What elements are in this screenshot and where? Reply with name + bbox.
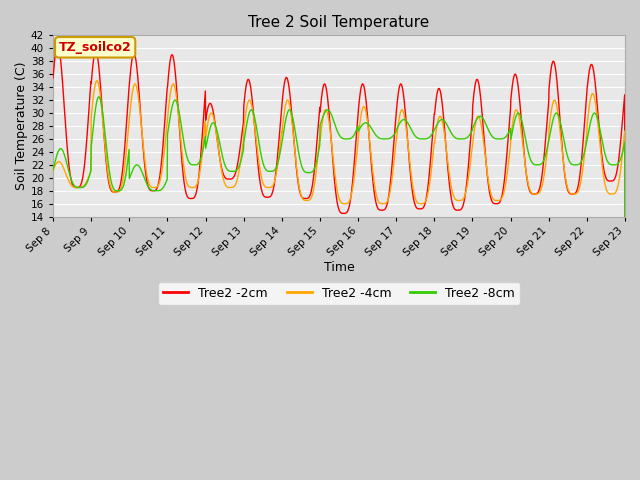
Tree2 -4cm	[264, 185, 271, 191]
Tree2 -4cm	[621, 304, 629, 310]
Tree2 -2cm	[172, 72, 179, 77]
Tree2 -2cm	[621, 304, 629, 310]
Tree2 -8cm	[49, 167, 57, 172]
Tree2 -8cm	[283, 112, 291, 118]
Tree2 -4cm	[283, 98, 291, 104]
Tree2 -2cm	[54, 42, 61, 48]
Tree2 -8cm	[82, 182, 90, 188]
Tree2 -8cm	[95, 94, 102, 100]
Tree2 -4cm	[440, 127, 447, 132]
Title: Tree 2 Soil Temperature: Tree 2 Soil Temperature	[248, 15, 429, 30]
Tree2 -2cm	[285, 89, 293, 95]
Tree2 -8cm	[264, 168, 271, 174]
Text: TZ_soilco2: TZ_soilco2	[59, 41, 132, 54]
Tree2 -8cm	[172, 97, 179, 103]
Tree2 -8cm	[440, 118, 447, 123]
Tree2 -2cm	[283, 75, 291, 81]
Tree2 -2cm	[264, 194, 271, 200]
Tree2 -2cm	[49, 75, 57, 81]
Tree2 -4cm	[172, 87, 179, 93]
Y-axis label: Soil Temperature (C): Soil Temperature (C)	[15, 62, 28, 190]
Tree2 -4cm	[93, 78, 100, 84]
Tree2 -4cm	[49, 168, 57, 173]
Line: Tree2 -4cm: Tree2 -4cm	[53, 81, 625, 307]
Line: Tree2 -8cm: Tree2 -8cm	[53, 97, 625, 307]
Tree2 -2cm	[440, 117, 447, 122]
X-axis label: Time: Time	[324, 261, 355, 274]
Tree2 -8cm	[285, 107, 293, 113]
Tree2 -8cm	[621, 304, 629, 310]
Line: Tree2 -2cm: Tree2 -2cm	[53, 45, 625, 307]
Tree2 -2cm	[83, 145, 90, 151]
Legend: Tree2 -2cm, Tree2 -4cm, Tree2 -8cm: Tree2 -2cm, Tree2 -4cm, Tree2 -8cm	[158, 282, 520, 305]
Tree2 -4cm	[285, 102, 293, 108]
Tree2 -4cm	[82, 180, 90, 186]
